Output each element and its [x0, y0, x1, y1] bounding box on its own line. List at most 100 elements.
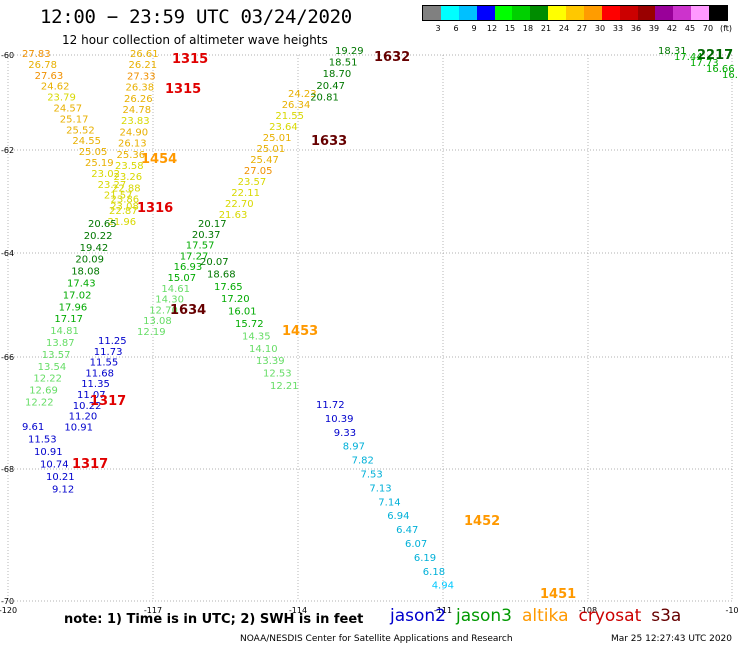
- wave-reading: 26.34: [282, 100, 311, 111]
- color-legend: 3 6 9 12 15 18 21 24 27 30 33 36 39 42 45 70 (ft): [422, 5, 732, 36]
- wave-reading: 11.68: [85, 368, 114, 379]
- wave-reading: 14.35: [242, 331, 271, 342]
- wave-readings: 27.8326.7827.6324.6223.7924.5725.1725.52…: [22, 46, 738, 592]
- satellite-key-jason2: jason2: [390, 606, 446, 626]
- wave-reading: 6.47: [396, 525, 418, 536]
- wave-reading: 17.65: [214, 282, 243, 293]
- wave-reading: 15.07: [168, 273, 197, 284]
- legend-swatch: [601, 6, 620, 20]
- wave-reading: 14.81: [50, 326, 79, 337]
- wave-reading: 23.86: [111, 195, 140, 206]
- legend-label: 30: [594, 24, 606, 33]
- pass-2217-label: 2217: [697, 48, 733, 63]
- map-title: 12:00 − 23:59 UTC 03/24/2020: [40, 6, 352, 28]
- wave-reading: 20.17: [198, 219, 227, 230]
- wave-reading: 18.51: [329, 58, 358, 69]
- x-tick-label: -10: [725, 606, 738, 615]
- wave-reading: 9.33: [334, 428, 356, 439]
- x-tick-label: -108: [579, 606, 597, 615]
- wave-reading: 12.22: [33, 374, 62, 385]
- wave-reading: 24.23: [288, 89, 317, 100]
- legend-label: 27: [576, 24, 588, 33]
- legend-labels: 3 6 9 12 15 18 21 24 27 30 33 36 39 42 45 70 (ft): [422, 24, 732, 36]
- wave-reading: 10.91: [34, 447, 63, 458]
- wave-reading: 13.87: [46, 338, 75, 349]
- wave-reading: 20.37: [192, 230, 221, 241]
- wave-reading: 14.30: [155, 295, 184, 306]
- wave-reading: 11.72: [316, 400, 345, 411]
- wave-reading: 12.22: [25, 398, 54, 409]
- wave-reading: 22.11: [231, 188, 260, 199]
- legend-label: 45: [684, 24, 696, 33]
- legend-swatch: [673, 6, 692, 20]
- wave-reading: 27.63: [35, 71, 64, 82]
- pass-1317a-label: 1317: [90, 394, 126, 409]
- wave-reading: 25.52: [66, 125, 95, 136]
- legend-label: 21: [540, 24, 552, 33]
- wave-reading: 23.02: [91, 169, 120, 180]
- wave-reading: 25.19: [85, 158, 114, 169]
- wave-reading: 20.47: [316, 81, 345, 92]
- legend-label: 24: [558, 24, 570, 33]
- legend-swatch: [440, 6, 459, 20]
- satellite-key-cryosat: cryosat: [578, 606, 642, 626]
- wave-reading: 11.55: [90, 358, 119, 369]
- wave-reading: 17.96: [59, 302, 88, 313]
- legend-swatch: [494, 6, 513, 20]
- wave-reading: 11.07: [77, 390, 106, 401]
- satellite-key: jason2 jason3 altika cryosat s3a: [390, 606, 691, 626]
- legend-label: 15: [504, 24, 516, 33]
- wave-reading: 15.72: [235, 319, 264, 330]
- wave-reading: 4.94: [432, 581, 454, 592]
- wave-reading: 7.13: [369, 483, 391, 494]
- wave-reading: 16.66: [706, 64, 735, 75]
- wave-reading: 6.07: [405, 539, 427, 550]
- wave-reading: 23.83: [121, 116, 150, 127]
- wave-reading: 26.26: [124, 94, 153, 105]
- wave-reading: 25.01: [263, 133, 292, 144]
- wave-reading: 10.22: [73, 401, 102, 412]
- legend-swatches: [422, 5, 728, 21]
- legend-label: 70: [702, 24, 714, 33]
- wave-reading: 21.96: [108, 217, 137, 228]
- wave-reading: 27.83: [22, 49, 51, 60]
- legend-label: 39: [648, 24, 660, 33]
- legend-swatch: [566, 6, 584, 20]
- legend-swatch: [458, 6, 477, 20]
- wave-reading: 13.08: [143, 316, 172, 327]
- pass-1315b-label: 1315: [165, 82, 201, 97]
- pass-1451-label: 1451: [540, 587, 576, 602]
- legend-label: 12: [486, 24, 498, 33]
- note-text: note: 1) Time is in UTC; 2) SWH is in fe…: [64, 612, 364, 627]
- y-tick-label: -68: [1, 465, 14, 474]
- legend-swatch: [619, 6, 638, 20]
- wave-reading: 20.07: [200, 257, 229, 268]
- pass-1316-label: 1316: [137, 201, 173, 216]
- legend-swatch: [709, 6, 727, 20]
- wave-reading: 17.02: [63, 290, 92, 301]
- y-tick-label: -70: [1, 597, 14, 606]
- wave-reading: 21.63: [219, 210, 248, 221]
- legend-label: 6: [453, 24, 459, 33]
- wave-reading: 26.61: [130, 49, 159, 60]
- y-tick-label: -60: [1, 51, 14, 60]
- timestamp-text: Mar 25 12:27:43 UTC 2020: [610, 634, 732, 644]
- wave-reading: 14.61: [161, 284, 190, 295]
- wave-reading: 25.36: [117, 150, 146, 161]
- wave-reading: 24.78: [123, 105, 152, 116]
- wave-reading: 12.19: [137, 327, 166, 338]
- wave-reading: 16.: [722, 70, 738, 81]
- legend-label: 36: [630, 24, 642, 33]
- wave-reading: 11.35: [81, 379, 110, 390]
- wave-reading: 13.39: [256, 356, 285, 367]
- wave-reading: 12.53: [263, 369, 292, 380]
- wave-reading: 6.18: [423, 567, 445, 578]
- wave-reading: 27.05: [244, 166, 273, 177]
- wave-reading: 24.90: [120, 127, 149, 138]
- legend-label: 42: [666, 24, 678, 33]
- wave-reading: 25.17: [60, 114, 89, 125]
- wave-reading: 25.05: [79, 147, 108, 158]
- wave-reading: 23.57: [238, 177, 267, 188]
- wave-reading: 17.17: [54, 314, 83, 325]
